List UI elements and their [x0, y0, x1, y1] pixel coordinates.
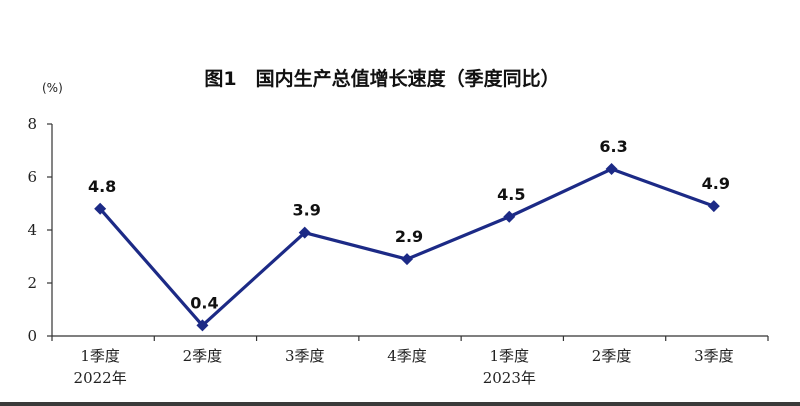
- data-marker-layer: [94, 163, 720, 332]
- y-tick-label: 8: [27, 115, 37, 133]
- axes: [47, 123, 769, 341]
- data-label: 4.5: [497, 185, 525, 204]
- data-point-marker: [401, 253, 413, 266]
- x-year-label: 2023年: [483, 369, 536, 387]
- y-tick-label-layer: 0 2 4 6 8: [27, 115, 37, 345]
- data-label-layer: 4.8 0.4 3.9 2.9 4.5 6.3 4.9: [88, 137, 730, 312]
- y-tick-label: 4: [27, 221, 37, 239]
- x-tick-label: 2季度: [183, 347, 223, 365]
- data-point-marker: [94, 202, 107, 215]
- data-point-marker: [298, 226, 311, 239]
- y-tick-label: 0: [27, 327, 37, 345]
- x-year-label: 2022年: [74, 369, 127, 387]
- data-point-marker: [707, 200, 720, 213]
- data-point-marker: [196, 319, 209, 332]
- y-axis-unit-label: (%): [42, 81, 63, 95]
- x-tick-label: 1季度: [490, 347, 530, 365]
- data-point-marker: [503, 210, 516, 223]
- data-label: 4.9: [702, 174, 730, 193]
- x-tick-label: 1季度: [80, 347, 120, 365]
- x-tick-label: 3季度: [694, 347, 734, 365]
- y-tick-label: 6: [27, 168, 37, 186]
- x-tick-label-layer: 1季度 2022年 2季度 3季度 4季度 1季度 2023年 2季度 3季度: [74, 347, 734, 387]
- bottom-edge-bar: [0, 402, 800, 406]
- x-tick-label: 3季度: [285, 347, 325, 365]
- chart-title: 图1 国内生产总值增长速度（季度同比）: [204, 67, 559, 90]
- y-tick-label: 2: [27, 274, 37, 292]
- data-label: 0.4: [190, 293, 218, 312]
- data-label: 4.8: [88, 177, 116, 196]
- data-label: 6.3: [599, 137, 627, 156]
- x-tick-label: 4季度: [387, 347, 427, 365]
- x-tick-label: 2季度: [592, 347, 632, 365]
- data-label: 2.9: [395, 227, 423, 246]
- data-point-marker: [605, 163, 618, 176]
- data-label: 3.9: [293, 201, 321, 220]
